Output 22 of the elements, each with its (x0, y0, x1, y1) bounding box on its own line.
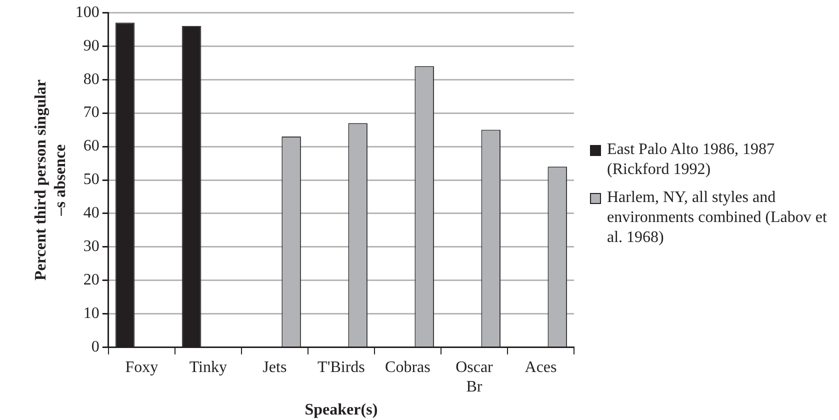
x-tick-label: Cobras (385, 359, 430, 376)
y-tick-label: 40 (83, 204, 100, 222)
y-tick-label: 80 (83, 70, 100, 88)
x-tick-label: Oscar Br (456, 359, 494, 396)
y-tick-label: 30 (83, 238, 100, 256)
legend-label: Harlem, NY, all styles and environments combined (Labov et al. 1968) (607, 188, 828, 248)
x-tick-label: Foxy (125, 359, 158, 376)
legend-label: East Palo Alto 1986, 1987 (Rickford 1992) (607, 140, 776, 180)
y-tick-label: 10 (83, 305, 100, 322)
x-tick-label: Tinky (189, 359, 227, 376)
y-tick-label: 0 (91, 338, 100, 356)
x-tick-label: Jets (262, 359, 287, 376)
x-tick-label: Aces (524, 359, 557, 376)
x-tick-label: T'Birds (318, 359, 365, 376)
y-tick-label: 20 (83, 272, 100, 289)
x-axis-title: Speaker(s) (304, 402, 378, 419)
y-tick-label: 90 (83, 37, 100, 54)
y-tick-label: 70 (83, 104, 100, 122)
y-tick-label: 100 (75, 4, 100, 21)
y-tick-label: 50 (83, 171, 100, 188)
y-tick-label: 60 (83, 138, 100, 155)
y-axis-title: Percent third person singular –s absence (32, 79, 69, 281)
